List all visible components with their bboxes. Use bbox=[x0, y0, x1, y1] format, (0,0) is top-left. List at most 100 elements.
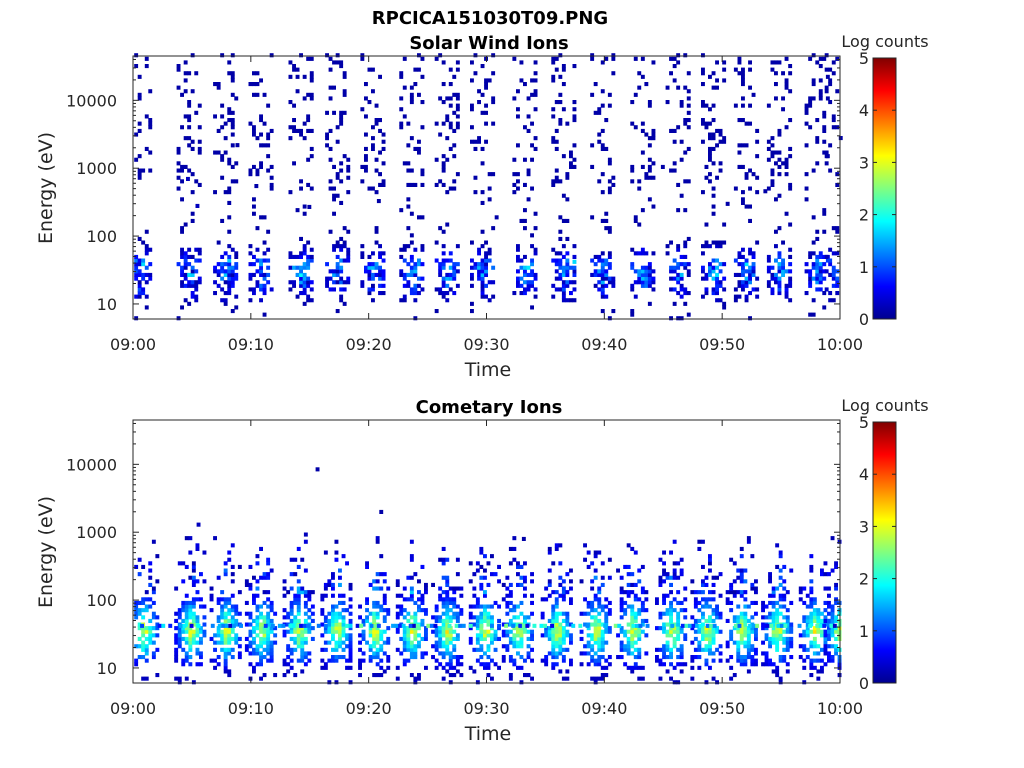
spectrogram-cell bbox=[190, 53, 195, 58]
spectrogram-cell bbox=[715, 85, 719, 90]
spectrogram-cell bbox=[381, 272, 386, 277]
spectrogram-cell bbox=[672, 597, 677, 602]
spectrogram-cell bbox=[750, 586, 755, 591]
spectrogram-cell bbox=[835, 251, 840, 256]
spectrogram-cell bbox=[679, 139, 684, 144]
spectrogram-cell bbox=[296, 590, 301, 595]
spectrogram-cell bbox=[441, 640, 446, 645]
spectrogram-cell bbox=[523, 82, 527, 87]
spectrogram-cell bbox=[523, 254, 527, 259]
spectrogram-cell bbox=[683, 597, 688, 602]
spectrogram-cell bbox=[223, 251, 228, 256]
y-tick-label: 1000 bbox=[76, 523, 117, 542]
spectrogram-cell bbox=[455, 586, 460, 591]
spectrogram-cell bbox=[808, 623, 813, 628]
spectrogram-cell bbox=[593, 662, 598, 667]
spectrogram-cell bbox=[693, 655, 698, 660]
spectrogram-cell bbox=[452, 586, 457, 591]
spectrogram-cell bbox=[183, 164, 188, 169]
spectrogram-cell bbox=[686, 110, 691, 115]
spectrogram-cell bbox=[718, 651, 723, 656]
spectrogram-cell bbox=[558, 272, 563, 277]
spectrogram-cell bbox=[409, 629, 414, 634]
spectrogram-cell bbox=[176, 262, 181, 267]
spectrogram-cell bbox=[295, 128, 300, 133]
spectrogram-cell bbox=[607, 103, 612, 108]
spectrogram-cell bbox=[386, 608, 391, 613]
spectrogram-cell bbox=[604, 269, 609, 274]
spectrogram-cell bbox=[375, 604, 380, 609]
spectrogram-cell bbox=[824, 269, 829, 274]
spectrogram-cell bbox=[490, 618, 494, 623]
spectrogram-cell bbox=[259, 615, 263, 620]
spectrogram-cell bbox=[832, 623, 837, 628]
spectrogram-cell bbox=[686, 118, 691, 123]
spectrogram-cell bbox=[693, 600, 698, 605]
spectrogram-cell bbox=[184, 629, 189, 634]
spectrogram-cell bbox=[669, 633, 673, 638]
spectrogram-cell bbox=[345, 633, 349, 638]
spectrogram-cell bbox=[662, 622, 666, 627]
spectrogram-cell bbox=[658, 626, 663, 631]
spectrogram-cell bbox=[708, 132, 712, 137]
spectrogram-cell bbox=[600, 582, 605, 587]
spectrogram-cell bbox=[630, 312, 635, 317]
spectrogram-cell bbox=[708, 272, 712, 277]
spectrogram-cell bbox=[551, 258, 556, 263]
spectrogram-cell bbox=[141, 644, 146, 649]
spectrogram-cell bbox=[834, 615, 838, 620]
spectrogram-cell bbox=[744, 121, 749, 126]
spectrogram-cell bbox=[729, 676, 734, 681]
spectrogram-cell bbox=[501, 633, 506, 638]
spectrogram-cell bbox=[220, 262, 225, 267]
spectrogram-cell bbox=[593, 629, 598, 634]
spectrogram-cell bbox=[784, 56, 789, 61]
spectrogram-cell bbox=[386, 640, 391, 645]
spectrogram-cell bbox=[701, 582, 705, 587]
spectrogram-cell bbox=[785, 662, 790, 667]
spectrogram-cell bbox=[375, 572, 380, 577]
spectrogram-cell bbox=[732, 626, 737, 631]
spectrogram-cell bbox=[367, 269, 372, 274]
spectrogram-cell bbox=[473, 262, 478, 267]
spectrogram-cell bbox=[672, 269, 677, 274]
spectrogram-cell bbox=[744, 269, 749, 274]
spectrogram-cell bbox=[413, 291, 418, 296]
spectrogram-cell bbox=[262, 240, 267, 245]
spectrogram-cell bbox=[822, 291, 827, 296]
spectrogram-cell bbox=[683, 662, 688, 667]
spectrogram-cell bbox=[704, 644, 709, 649]
spectrogram-cell bbox=[262, 572, 267, 577]
spectrogram-cell bbox=[292, 103, 296, 108]
spectrogram-cell bbox=[572, 143, 577, 148]
spectrogram-cell bbox=[590, 258, 595, 263]
spectrogram-cell bbox=[182, 623, 187, 628]
spectrogram-cell bbox=[335, 280, 340, 285]
spectrogram-cell bbox=[798, 586, 803, 591]
spectrogram-cell bbox=[523, 157, 527, 162]
spectrogram-cell bbox=[569, 622, 573, 627]
spectrogram-cell bbox=[234, 608, 239, 613]
spectrogram-cell bbox=[530, 280, 534, 285]
spectrogram-cell bbox=[339, 236, 344, 241]
spectrogram-cell bbox=[593, 608, 598, 613]
spectrogram-cell bbox=[441, 644, 446, 649]
spectrogram-cell bbox=[505, 647, 510, 652]
spectrogram-cell bbox=[754, 590, 758, 595]
spectrogram-cell bbox=[828, 168, 833, 173]
spectrogram-cell bbox=[774, 229, 778, 234]
spectrogram-cell bbox=[775, 626, 780, 631]
spectrogram-cell bbox=[381, 161, 386, 166]
spectrogram-cell bbox=[737, 150, 742, 155]
spectrogram-cell bbox=[739, 590, 744, 595]
spectrogram-cell bbox=[180, 305, 184, 310]
spectrogram-cell bbox=[220, 298, 225, 303]
spectrogram-cell bbox=[683, 85, 688, 90]
spectrogram-cell bbox=[647, 301, 652, 306]
spectrogram-cell bbox=[593, 626, 598, 631]
spectrogram-cell bbox=[248, 644, 253, 649]
spectrogram-cell bbox=[183, 254, 188, 259]
spectrogram-cell bbox=[630, 644, 635, 649]
spectrogram-cell bbox=[445, 629, 450, 634]
spectrogram-cell bbox=[177, 561, 182, 566]
